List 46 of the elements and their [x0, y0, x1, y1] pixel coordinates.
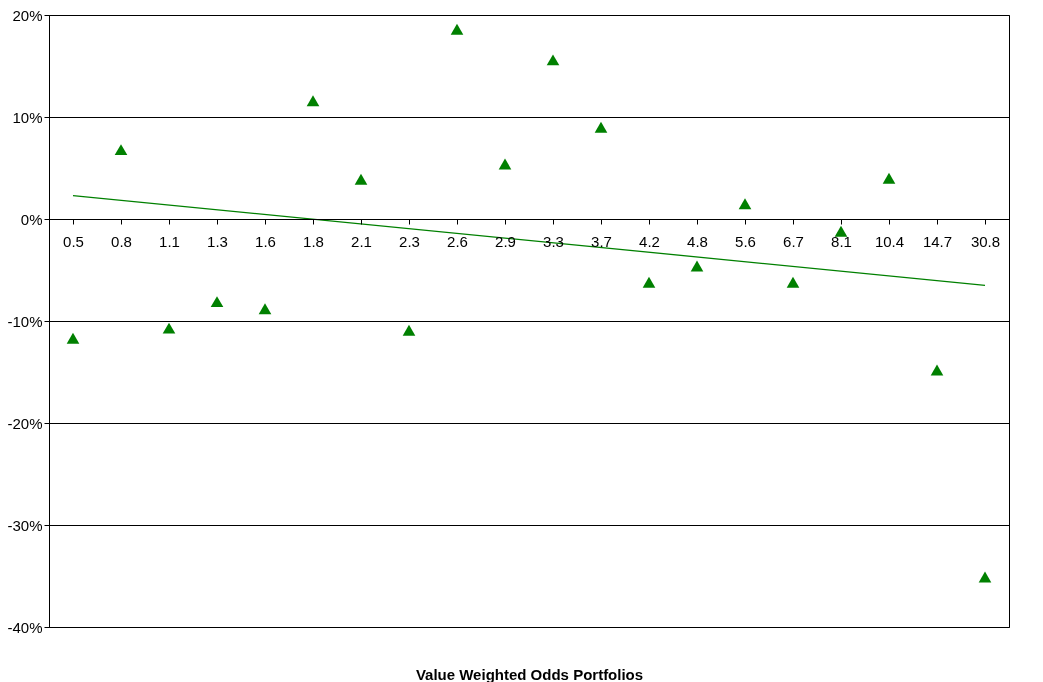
point [162, 322, 176, 334]
x-tick-label: 2.6 [447, 232, 468, 250]
point [978, 571, 992, 583]
x-tick-label: 14.7 [922, 232, 953, 250]
point [594, 121, 608, 133]
point [834, 225, 848, 237]
x-tick-label: 6.7 [783, 232, 804, 250]
point [930, 364, 944, 376]
x-tick-label: 4.2 [639, 232, 660, 250]
x-tick-label: 0.5 [63, 232, 84, 250]
point [498, 158, 512, 170]
x-tick-label: 5.6 [735, 232, 756, 250]
x-tick-label: 1.8 [303, 232, 324, 250]
point [306, 95, 320, 107]
x-tick-label: 8.1 [831, 232, 852, 250]
point [402, 324, 416, 336]
point [882, 172, 896, 184]
y-tick-label: -20% [7, 414, 43, 432]
point [210, 296, 224, 308]
x-tick-label: 3.7 [591, 232, 612, 250]
point [354, 173, 368, 185]
y-tick-label: -40% [7, 618, 43, 636]
x-tick-label: 0.8 [111, 232, 132, 250]
x-axis-title: Value Weighted Odds Portfolios [415, 665, 644, 682]
x-tick-label: 10.4 [874, 232, 905, 250]
point [114, 144, 128, 156]
x-tick-label: 2.1 [351, 232, 372, 250]
x-tick-label: 4.8 [687, 232, 708, 250]
y-tick-label: 10% [12, 108, 43, 126]
x-tick-label: 2.3 [399, 232, 420, 250]
y-tick-label: -30% [7, 516, 43, 534]
point [258, 303, 272, 315]
point [738, 198, 752, 210]
x-tick-label: 1.6 [255, 232, 276, 250]
y-tick-label: 0% [20, 210, 43, 228]
x-tick-label: 1.1 [159, 232, 180, 250]
point [690, 260, 704, 272]
y-tick-label: 20% [12, 6, 43, 24]
point [450, 23, 464, 35]
x-tick-label: 30.8 [970, 232, 1001, 250]
point [66, 332, 80, 344]
point [786, 276, 800, 288]
point [546, 54, 560, 66]
y-tick-label: -10% [7, 312, 43, 330]
x-tick-label: 1.3 [207, 232, 228, 250]
point [642, 276, 656, 288]
